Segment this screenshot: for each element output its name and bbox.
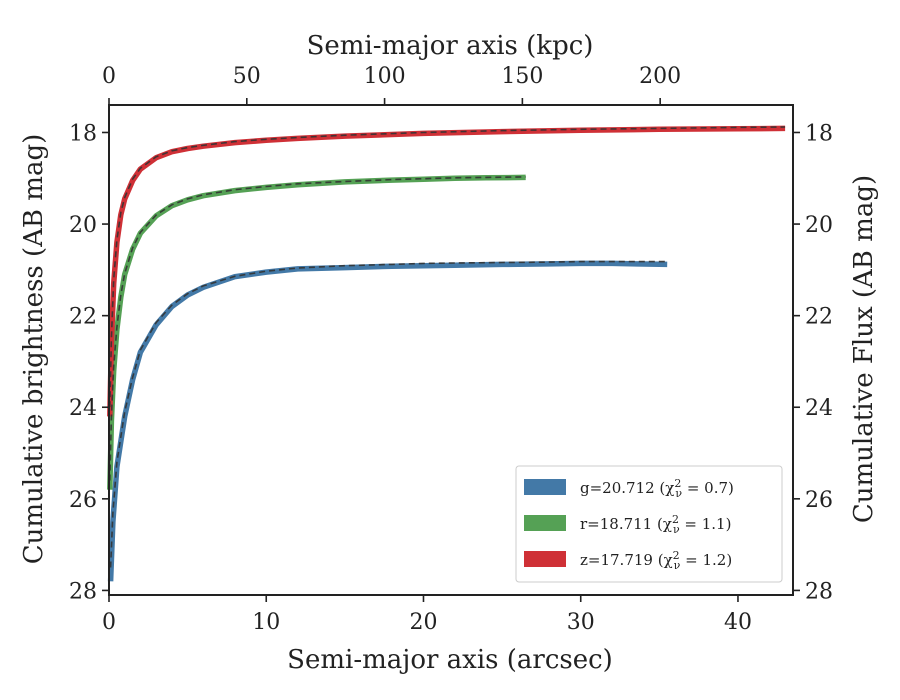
series-model-line	[109, 126, 786, 408]
x-tick-label: 40	[724, 610, 752, 635]
y-tick-label: 18	[69, 121, 97, 146]
right-y-tick-label: 26	[805, 488, 833, 513]
right-y-tick-label: 22	[805, 305, 833, 330]
right-y-axis-title: Cumulative Flux (AB mag)	[849, 175, 879, 523]
top-x-tick-label: 150	[501, 64, 543, 89]
y-tick-label: 22	[69, 305, 97, 330]
x-axis-title: Semi-major axis (arcsec)	[287, 645, 613, 675]
legend-box	[515, 465, 783, 583]
top-x-tick-label: 100	[364, 64, 406, 89]
legend-swatch	[524, 515, 566, 531]
x-tick-label: 10	[252, 610, 280, 635]
legend-swatch	[524, 551, 566, 567]
legend-label: r=18.711 (χ2 ν = 1.1)	[580, 513, 731, 536]
legend: g=20.712 (χ2 ν = 0.7) r=18.711 (χ2 ν = 1.1)…	[515, 465, 783, 583]
series-model-line	[109, 260, 668, 568]
top-x-tick-label: 0	[102, 64, 116, 89]
tick-layer: 0 10 20 30 40 0 50 100 150 200 18 18 20 20 22 22 24 24 26 2…	[69, 64, 833, 635]
y-tick-label: 20	[69, 213, 97, 238]
series-band	[107, 125, 786, 417]
y-axis-title: Cumulative brightness (AB mag)	[19, 134, 49, 565]
series-band	[107, 174, 526, 490]
legend-label: g=20.712 (χ2 ν = 0.7)	[580, 477, 734, 500]
y-tick-label: 24	[69, 396, 97, 421]
right-y-tick-label: 28	[805, 579, 833, 604]
right-y-tick-label: 24	[805, 396, 833, 421]
legend-swatch	[524, 479, 566, 495]
y-tick-label: 26	[69, 488, 97, 513]
y-tick-label: 28	[69, 579, 97, 604]
x-tick-label: 30	[567, 610, 595, 635]
x-tick-label: 0	[102, 610, 116, 635]
top-x-tick-label: 200	[639, 64, 681, 89]
top-x-axis-title: Semi-major axis (kpc)	[307, 31, 594, 61]
series-model-line	[109, 176, 526, 481]
top-x-tick-label: 50	[233, 64, 261, 89]
right-y-tick-label: 18	[805, 121, 833, 146]
plot-frame	[108, 104, 794, 596]
legend-label: z=17.719 (χ2 ν = 1.2)	[580, 549, 732, 572]
curve-layer	[107, 125, 786, 582]
x-tick-label: 20	[409, 610, 437, 635]
right-y-tick-label: 20	[805, 213, 833, 238]
